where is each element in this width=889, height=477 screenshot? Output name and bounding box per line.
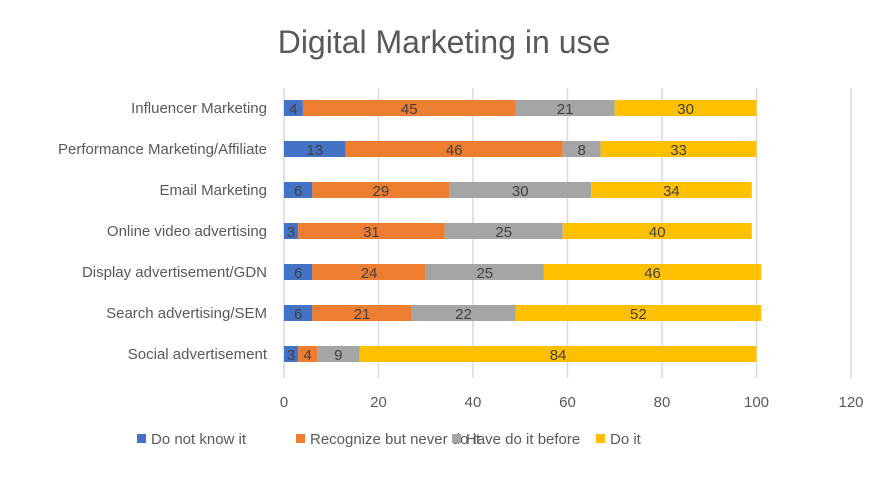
bar-segment [515, 305, 762, 321]
bar-segment [298, 346, 318, 362]
data-label: 3 [287, 347, 295, 364]
data-label: 45 [401, 101, 418, 118]
legend-swatch [137, 434, 146, 443]
x-tick-label: 0 [280, 394, 288, 411]
bar-segment [515, 100, 615, 116]
bar-segment [312, 182, 450, 198]
data-label: 33 [670, 142, 687, 159]
legend-swatch [452, 434, 461, 443]
bar-segment [449, 182, 592, 198]
category-label: Display advertisement/GDN [82, 264, 267, 281]
data-label: 21 [354, 306, 371, 323]
data-label: 25 [495, 224, 512, 241]
data-label: 40 [649, 224, 666, 241]
bar-segment [284, 305, 313, 321]
bar-segment [312, 264, 426, 280]
data-label: 30 [512, 183, 529, 200]
data-label: 30 [677, 101, 694, 118]
category-label: Influencer Marketing [131, 100, 267, 117]
bar-segment [425, 264, 544, 280]
data-label: 31 [363, 224, 380, 241]
data-label: 84 [550, 347, 567, 364]
data-label: 52 [630, 306, 647, 323]
data-label: 21 [557, 101, 574, 118]
bar-segment [298, 223, 445, 239]
category-label: Performance Marketing/Affiliate [58, 141, 267, 158]
x-tick-label: 120 [838, 394, 863, 411]
bar-segment [284, 100, 303, 116]
bar-segment [284, 264, 313, 280]
legend-label: Do not know it [151, 431, 247, 448]
data-label: 25 [476, 265, 493, 282]
bar-segment [411, 305, 516, 321]
legend-label: Recognize but never do it [310, 431, 481, 448]
data-label: 3 [287, 224, 295, 241]
x-tick-label: 80 [654, 394, 671, 411]
data-label: 46 [446, 142, 463, 159]
data-label: 6 [294, 306, 302, 323]
bar-segment [345, 141, 563, 157]
bar-segment [312, 305, 412, 321]
data-label: 6 [294, 183, 302, 200]
x-tick-label: 20 [370, 394, 387, 411]
legend-label: Do it [610, 431, 642, 448]
data-label: 8 [578, 142, 586, 159]
x-tick-label: 40 [465, 394, 482, 411]
category-label: Email Marketing [159, 182, 267, 199]
data-label: 6 [294, 265, 302, 282]
data-label: 46 [644, 265, 661, 282]
legend-swatch [296, 434, 305, 443]
category-label: Social advertisement [128, 346, 268, 363]
data-label: 22 [455, 306, 472, 323]
bar-segment [284, 182, 313, 198]
x-tick-label: 100 [744, 394, 769, 411]
data-label: 9 [334, 347, 342, 364]
data-label: 4 [303, 347, 311, 364]
bar-segment [284, 346, 299, 362]
bar-segment [591, 182, 752, 198]
bar-segment [543, 264, 762, 280]
bar-segment [359, 346, 757, 362]
x-tick-label: 60 [559, 394, 576, 411]
bar-segment [614, 100, 757, 116]
bar-segment [562, 223, 752, 239]
legend-label: Have do it before [466, 431, 580, 448]
legend-swatch [596, 434, 605, 443]
bar-segment [317, 346, 360, 362]
bar-segment [284, 141, 346, 157]
category-label: Search advertising/SEM [106, 305, 267, 322]
bar-segment [600, 141, 757, 157]
data-label: 34 [663, 183, 680, 200]
data-label: 4 [289, 101, 297, 118]
bar-segment [284, 223, 299, 239]
chart-title: Digital Marketing in use [278, 24, 611, 60]
category-label: Online video advertising [107, 223, 267, 240]
data-label: 13 [306, 142, 323, 159]
data-label: 29 [373, 183, 390, 200]
bar-segment [562, 141, 601, 157]
bar-segment [444, 223, 563, 239]
bar-segment [302, 100, 516, 116]
data-label: 24 [361, 265, 378, 282]
